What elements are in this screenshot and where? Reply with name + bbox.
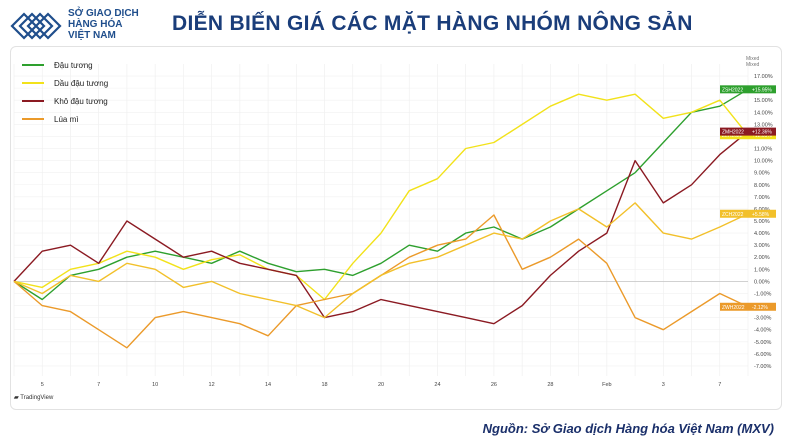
y-tick-label: 2.00% xyxy=(754,255,770,261)
legend-swatch xyxy=(22,100,44,102)
scale-mode-badge: Mixed Mixed xyxy=(746,56,759,68)
source-caption: Nguồn: Sở Giao dịch Hàng hóa Việt Nam (M… xyxy=(482,421,774,436)
series-lines xyxy=(13,88,749,349)
series-line-2 xyxy=(13,131,749,325)
tradingview-text: TradingView xyxy=(20,395,54,401)
y-tick-label: -1.00% xyxy=(754,291,772,297)
x-tick-label: 3 xyxy=(662,382,665,388)
end-label-0: ZSH2022 +15.95% xyxy=(720,85,776,94)
end-label-value: +5.58% xyxy=(752,212,770,218)
logo-text: SỞ GIAO DỊCH HÀNG HÓA VIỆT NAM xyxy=(68,8,139,41)
y-tick-label: 8.00% xyxy=(754,183,770,189)
x-tick-label: 24 xyxy=(434,382,440,388)
legend-swatch xyxy=(22,118,44,120)
x-tick-label: 26 xyxy=(491,382,497,388)
y-tick-label: 14.00% xyxy=(754,110,773,116)
y-tick-label: -7.00% xyxy=(754,364,772,370)
legend-label: Khô đậu tương xyxy=(54,96,108,106)
y-tick-label: 7.00% xyxy=(754,195,770,201)
x-tick-label: Feb xyxy=(602,382,611,388)
x-tick-label: 5 xyxy=(41,382,44,388)
y-tick-label: 17.00% xyxy=(754,74,773,80)
tradingview-brand: ▰ TradingView xyxy=(14,394,53,401)
y-tick-label: 15.00% xyxy=(754,98,773,104)
end-label-bg xyxy=(720,127,776,136)
end-label-symbol: ZWH2022 xyxy=(722,305,745,311)
x-tick-label: 7 xyxy=(718,382,721,388)
y-tick-label: 0.00% xyxy=(754,279,770,285)
tradingview-icon: ▰ xyxy=(14,395,21,401)
legend-swatch xyxy=(22,82,44,84)
y-tick-label: 5.00% xyxy=(754,219,770,225)
end-label-bg xyxy=(720,209,776,218)
y-axis-ticks: 17.00%16.00%15.00%14.00%13.00%12.00%11.0… xyxy=(754,74,773,370)
y-tick-label: 9.00% xyxy=(754,171,770,177)
y-tick-label: 3.00% xyxy=(754,243,770,249)
scale-mode-line-1: Mixed xyxy=(746,56,760,62)
end-label-symbol: ZCH2022 xyxy=(722,212,744,218)
series-line-4 xyxy=(13,202,749,319)
y-tick-label: -5.00% xyxy=(754,340,772,346)
legend-label: Dầu đậu tương xyxy=(54,78,109,88)
legend-item-kho-dau-tuong: Khô đậu tương xyxy=(22,92,108,110)
legend-item-dau-dau-tuong: Dầu đậu tương xyxy=(22,74,108,92)
y-tick-label: 1.00% xyxy=(754,267,770,273)
logo-diamond-icon xyxy=(10,12,62,40)
y-tick-label: -3.00% xyxy=(754,316,772,322)
end-label-symbol: ZMH2022 xyxy=(722,130,744,136)
scale-mode-line-2: Mixed xyxy=(746,62,760,68)
end-label-value: +15.95% xyxy=(752,87,772,93)
end-label-bg xyxy=(720,302,776,311)
x-tick-label: 14 xyxy=(265,382,271,388)
legend-label: Lúa mì xyxy=(54,114,79,124)
x-tick-label: 28 xyxy=(547,382,553,388)
logo-line-1: SỞ GIAO DỊCH xyxy=(68,8,139,19)
chart-grid xyxy=(13,64,749,376)
end-label-3: ZWH2022 -2.12% xyxy=(720,302,776,311)
x-tick-label: 18 xyxy=(321,382,327,388)
x-tick-label: 20 xyxy=(378,382,384,388)
end-label-value: -2.12% xyxy=(752,305,768,311)
series-line-1 xyxy=(13,93,749,301)
logo-line-2: HÀNG HÓA xyxy=(68,19,123,30)
end-label-2: ZMH2022 +12.36% xyxy=(720,127,776,136)
y-tick-label: 13.00% xyxy=(754,122,773,128)
chart-legend: Đậu tương Dầu đậu tương Khô đậu tương Lú… xyxy=(22,56,108,128)
end-label-value: +12.36% xyxy=(752,130,772,136)
x-axis-ticks: 5 7 10 12 14 18 20 24 26 28 Feb 3 7 xyxy=(41,382,722,388)
y-tick-label: -4.00% xyxy=(754,328,772,334)
end-label-symbol: ZSH2022 xyxy=(722,87,743,93)
end-label-value: +12.09% xyxy=(752,133,772,139)
mxv-logo: SỞ GIAO DỊCH HÀNG HÓA VIỆT NAM xyxy=(6,6,156,50)
legend-label: Đậu tương xyxy=(54,60,93,70)
y-tick-label: 11.00% xyxy=(754,147,772,153)
y-tick-label: -6.00% xyxy=(754,352,772,358)
x-tick-label: 7 xyxy=(97,382,100,388)
end-label-symbol: ZLH2022 xyxy=(722,133,743,139)
y-tick-label: 4.00% xyxy=(754,231,770,237)
end-label-bg xyxy=(720,85,776,94)
x-tick-label: 10 xyxy=(152,382,158,388)
y-tick-label: 10.00% xyxy=(754,159,773,165)
series-line-0 xyxy=(13,88,749,301)
logo-line-3: VIỆT NAM xyxy=(68,30,116,41)
legend-swatch xyxy=(22,64,44,66)
end-labels: ZSH2022 +15.95% ZLH2022 +12.09% ZMH2022 +12.3… xyxy=(720,85,776,311)
x-tick-label: 12 xyxy=(209,382,215,388)
legend-item-lua-mi: Lúa mì xyxy=(22,110,108,128)
page-title: DIỄN BIẾN GIÁ CÁC MẶT HÀNG NHÓM NÔNG SẢN xyxy=(172,12,693,35)
end-label-4: ZCH2022 +5.58% xyxy=(720,209,776,218)
legend-item-dau-tuong: Đậu tương xyxy=(22,56,108,74)
